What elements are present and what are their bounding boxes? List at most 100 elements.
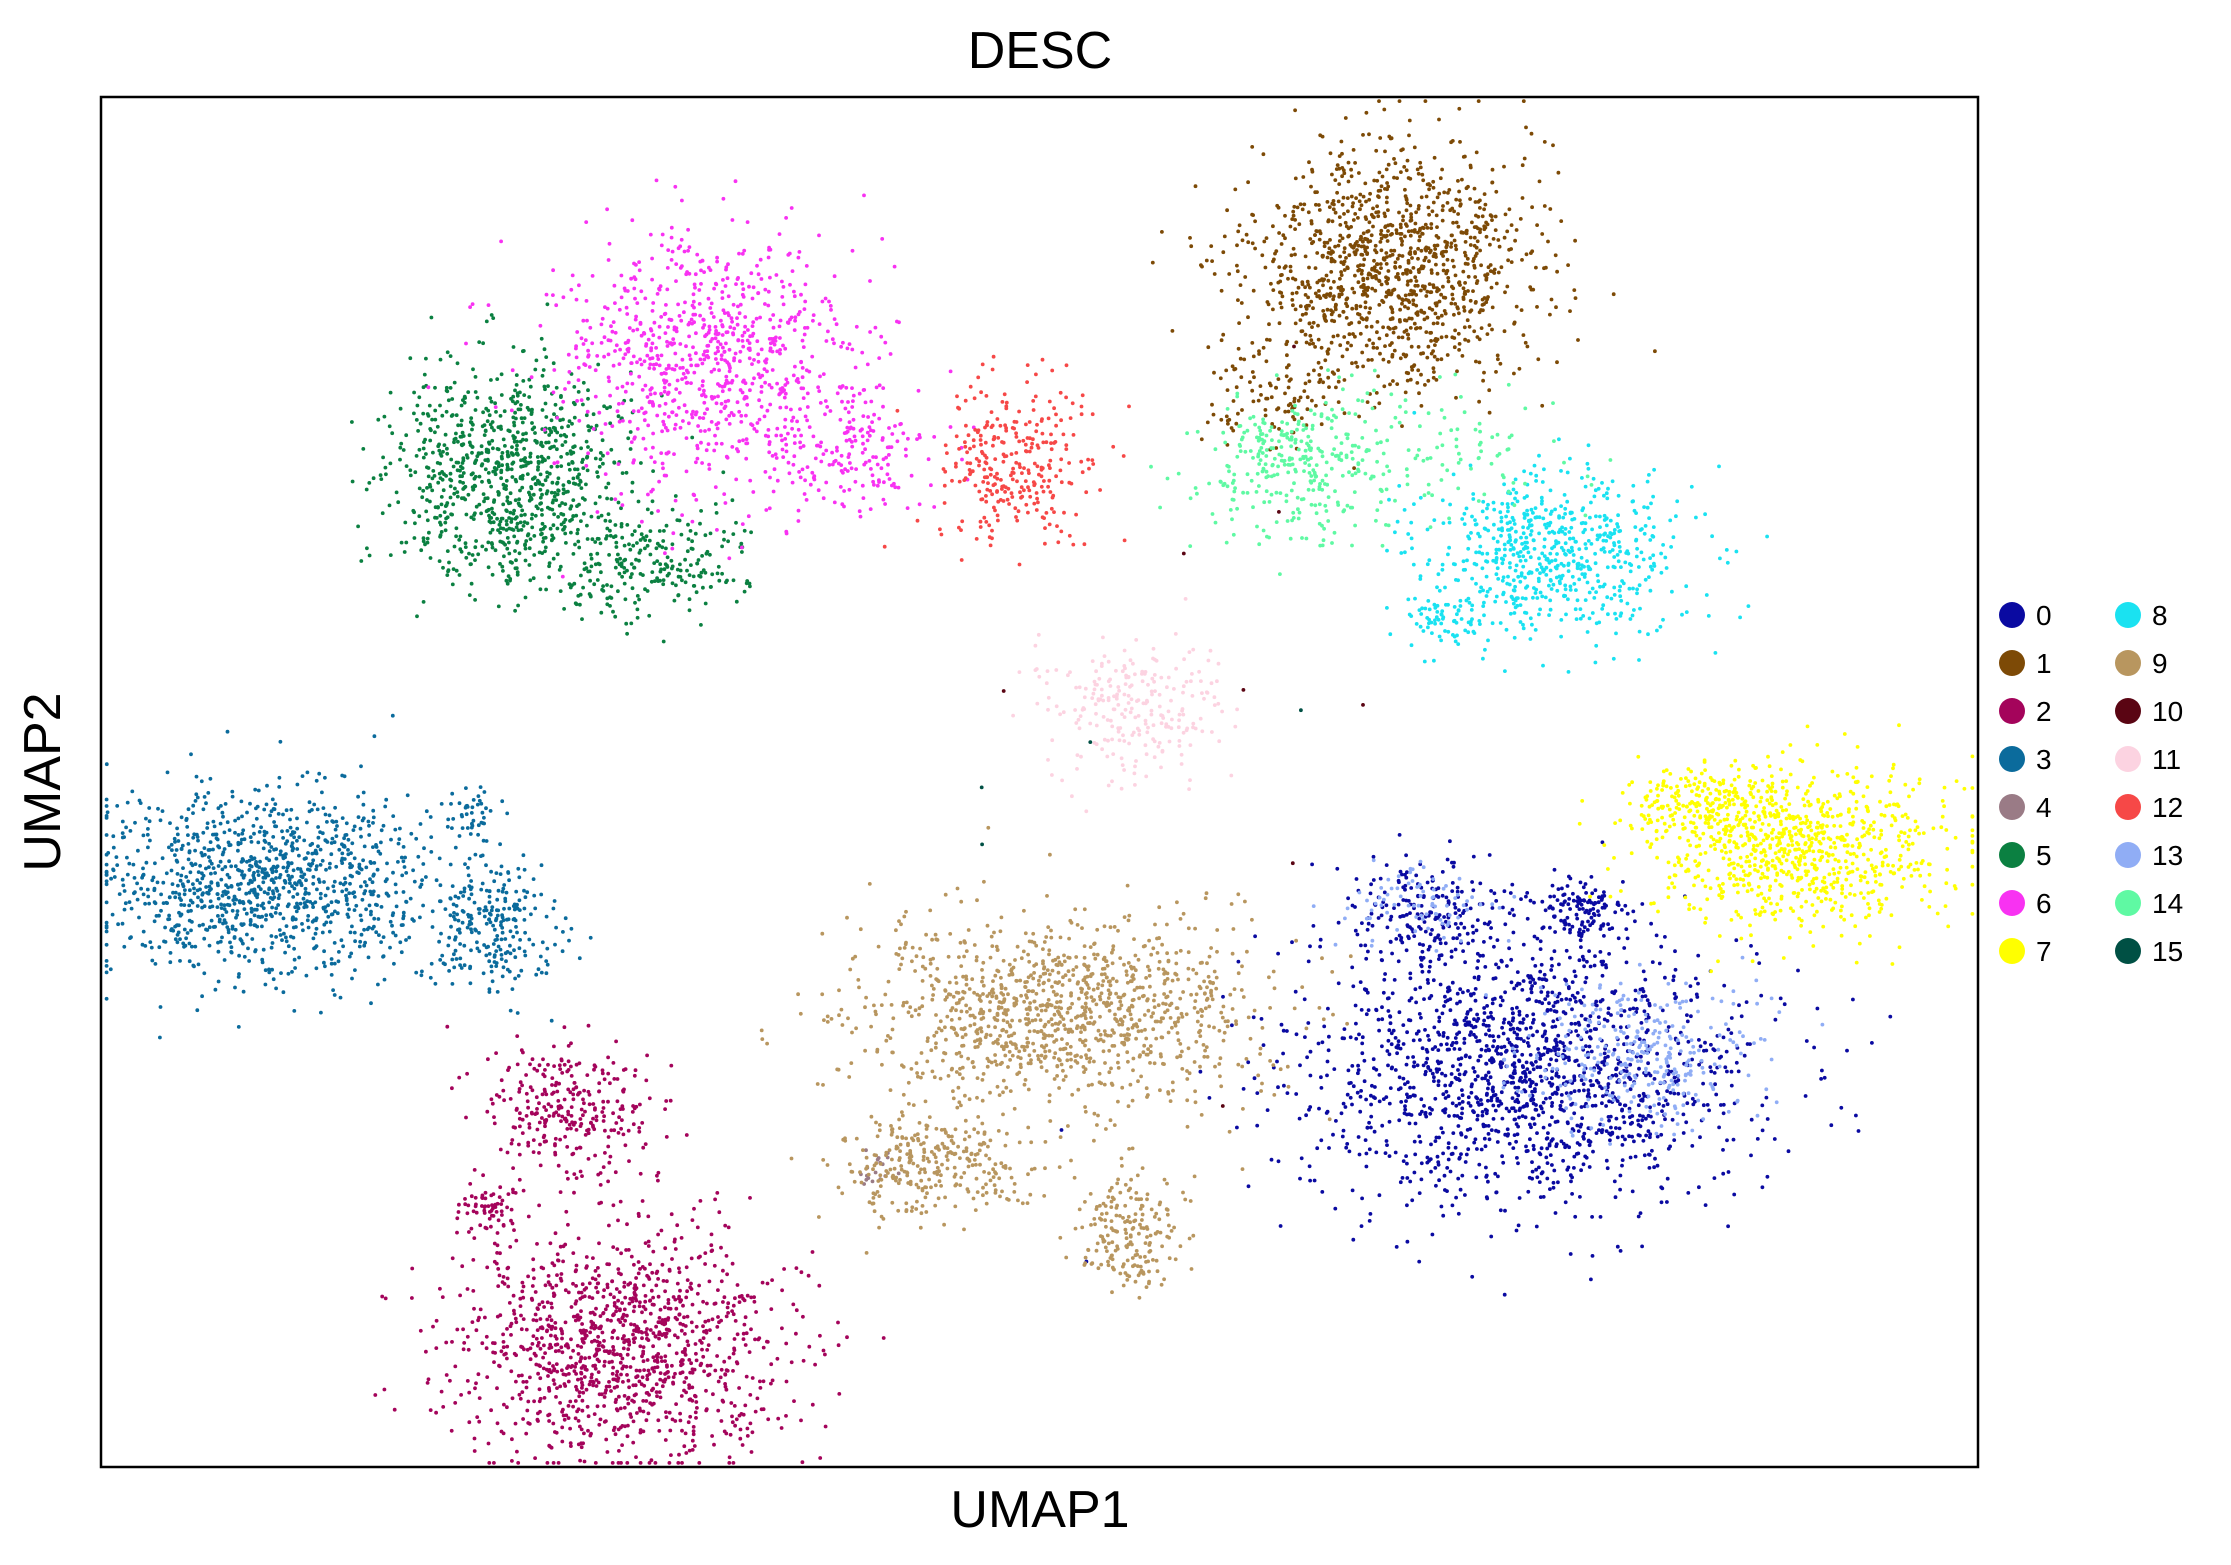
point [1584,908,1589,913]
point [1534,1167,1538,1172]
point [1236,411,1240,416]
point [1463,337,1467,342]
point [526,1140,531,1145]
point [1536,1113,1541,1118]
point [1406,306,1410,311]
point [1386,1038,1391,1043]
point [1671,978,1676,983]
point [398,940,403,945]
point [1665,1089,1669,1093]
point [1420,232,1425,236]
point [587,1355,592,1360]
point [1449,301,1454,306]
point [780,1326,784,1331]
point [597,1422,602,1427]
point [524,1379,529,1384]
point [1297,1116,1302,1121]
point [1315,251,1320,255]
point [505,1150,510,1155]
point [1517,1196,1522,1200]
point [1596,1065,1601,1070]
point [465,1334,470,1339]
point [1340,354,1345,359]
point [608,1154,613,1159]
point [1378,262,1383,266]
point [663,1289,667,1294]
point [1393,1150,1398,1155]
point [1376,194,1380,199]
point [1385,181,1389,185]
point [681,1358,685,1362]
point [565,1366,569,1370]
point [1332,372,1336,376]
point [1388,382,1392,387]
point [659,1228,664,1233]
point [555,1273,559,1277]
point [597,1359,601,1364]
point [1652,1165,1656,1170]
point [1495,938,1500,942]
point [510,1396,515,1401]
point [329,900,334,905]
point [611,1365,615,1370]
point [1640,1118,1645,1123]
point [646,1214,651,1219]
point [568,1399,573,1404]
point [1464,1016,1469,1020]
point [369,912,373,917]
point [1485,1196,1490,1201]
point [1523,1074,1528,1079]
point [1665,1102,1670,1107]
point [1346,160,1351,165]
point [1392,906,1396,910]
point [1468,1104,1473,1108]
point [1392,287,1397,292]
point [1646,1061,1650,1066]
point [1557,962,1561,967]
point [197,923,202,928]
point [591,1321,596,1326]
point [689,1320,694,1325]
point [1324,295,1328,299]
point [518,1124,522,1129]
point [836,1320,840,1325]
point [1360,350,1365,355]
point [1473,1024,1478,1029]
point [1496,1051,1500,1056]
point [560,1350,565,1355]
point [1531,1067,1536,1072]
point [1360,268,1364,273]
point [1455,889,1460,894]
point [759,1407,764,1412]
point [1598,927,1603,931]
point [1493,1171,1498,1176]
point [1362,1079,1367,1084]
point [1475,1039,1480,1044]
point [1712,1071,1717,1075]
point [1344,224,1349,229]
point [1734,1060,1739,1065]
point [1399,148,1404,153]
point [1354,877,1359,881]
point [340,851,345,856]
point [799,1270,804,1275]
point [1516,1036,1520,1041]
point [286,944,291,949]
point [1348,243,1353,247]
point [1453,905,1458,910]
point [539,1265,544,1270]
point [1376,189,1381,193]
point [625,1373,629,1377]
point [1381,325,1385,330]
point [1337,215,1342,220]
point [731,1351,736,1356]
point [1443,962,1448,967]
point [1620,1143,1625,1147]
point [685,1278,690,1282]
point [1575,991,1580,995]
point [1433,936,1438,941]
point [703,1251,708,1255]
point [733,1423,737,1428]
point [1327,1146,1331,1150]
point [1397,833,1402,837]
